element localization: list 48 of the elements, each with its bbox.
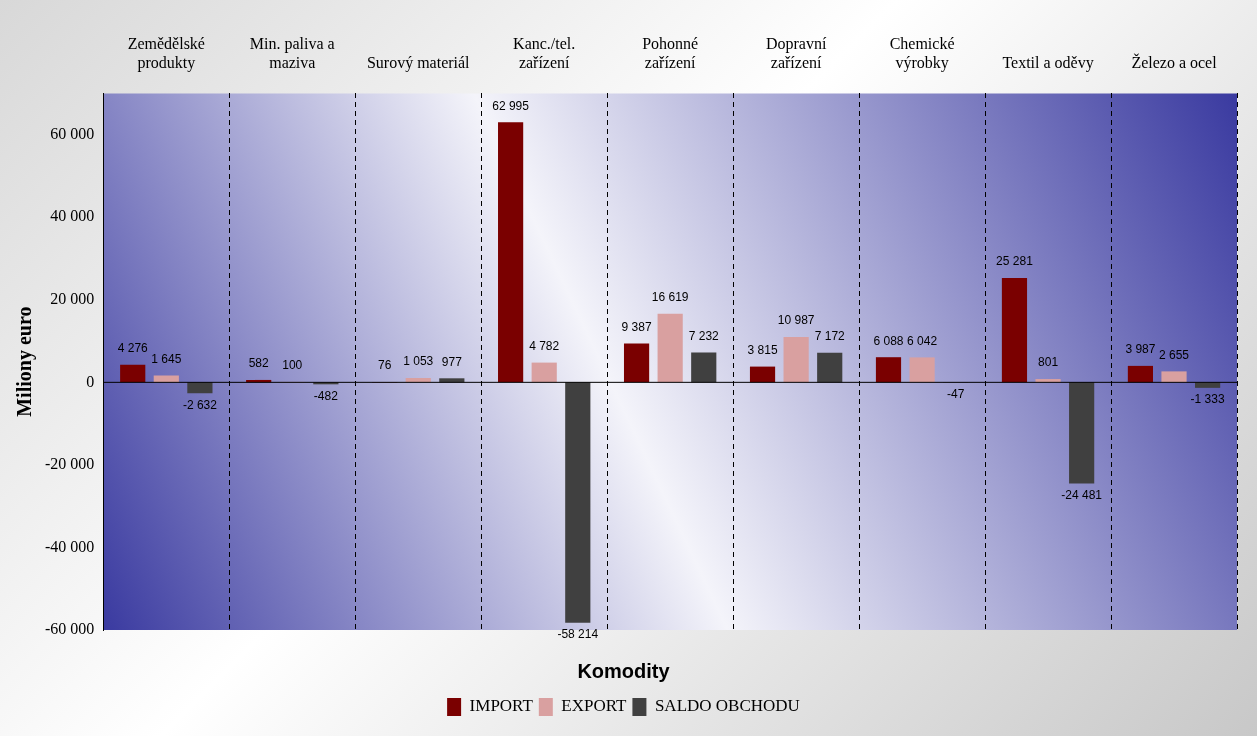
x-tick-label: Chemické výrobky xyxy=(889,34,955,72)
data-label: -47 xyxy=(947,386,965,401)
data-label: -482 xyxy=(313,388,339,403)
y-axis-title: Miliony euro xyxy=(13,306,37,417)
data-label: -58 214 xyxy=(557,626,599,641)
data-label: 76 xyxy=(377,358,392,373)
legend-label: EXPORT xyxy=(561,696,628,716)
data-label: 4 782 xyxy=(529,338,560,353)
y-tick-label: -60 000 xyxy=(45,620,95,638)
y-tick-label: 0 xyxy=(86,372,95,390)
data-label: 4 276 xyxy=(117,341,149,355)
x-axis-title: Komodity xyxy=(577,659,671,682)
x-tick-label: Surový materiál xyxy=(366,54,471,72)
data-label: 6 088 xyxy=(873,333,904,348)
data-label: 801 xyxy=(1038,355,1059,370)
data-label: 25 281 xyxy=(996,254,1034,269)
data-label: 1 645 xyxy=(151,351,182,366)
data-label: 3 987 xyxy=(1125,342,1156,357)
data-label: -2 632 xyxy=(182,397,218,412)
x-tick-label: Dopravní zařízení xyxy=(765,34,827,71)
y-tick-label: 40 000 xyxy=(50,207,95,225)
x-tick-label: Kanc./tel. zařízení xyxy=(513,34,576,71)
x-tick-label: Zemědělské produkty xyxy=(127,34,205,72)
data-label: 1 053 xyxy=(403,354,434,369)
x-tick-label: Min. paliva a maziva xyxy=(249,34,335,71)
x-tick-label: Pohonné zařízení xyxy=(642,34,699,71)
data-label: 10 987 xyxy=(777,313,815,328)
data-label: 3 815 xyxy=(747,342,778,357)
data-label: 7 172 xyxy=(814,329,846,344)
data-label: 100 xyxy=(282,358,303,373)
x-tick-label: Textil a oděvy xyxy=(1002,54,1094,72)
data-label: 16 619 xyxy=(651,290,689,305)
data-label: -1 333 xyxy=(1190,392,1225,407)
y-tick-label: 20 000 xyxy=(50,289,95,307)
legend-label: IMPORT xyxy=(469,696,534,716)
y-tick-label: -20 000 xyxy=(45,455,95,473)
y-tick-label: 60 000 xyxy=(50,124,95,142)
data-label: 582 xyxy=(248,356,270,371)
data-label: 2 655 xyxy=(1159,347,1190,362)
x-tick-label: Železo a ocel xyxy=(1131,53,1218,71)
legend-label: SALDO OBCHODU xyxy=(654,696,800,716)
data-label: 9 387 xyxy=(621,319,652,334)
data-label: -24 481 xyxy=(1061,487,1103,502)
data-label: 62 995 xyxy=(492,98,530,113)
data-label: 6 042 xyxy=(907,333,938,348)
data-label: 7 232 xyxy=(688,328,720,343)
y-tick-label: -40 000 xyxy=(45,537,95,555)
data-label: 977 xyxy=(441,354,463,369)
